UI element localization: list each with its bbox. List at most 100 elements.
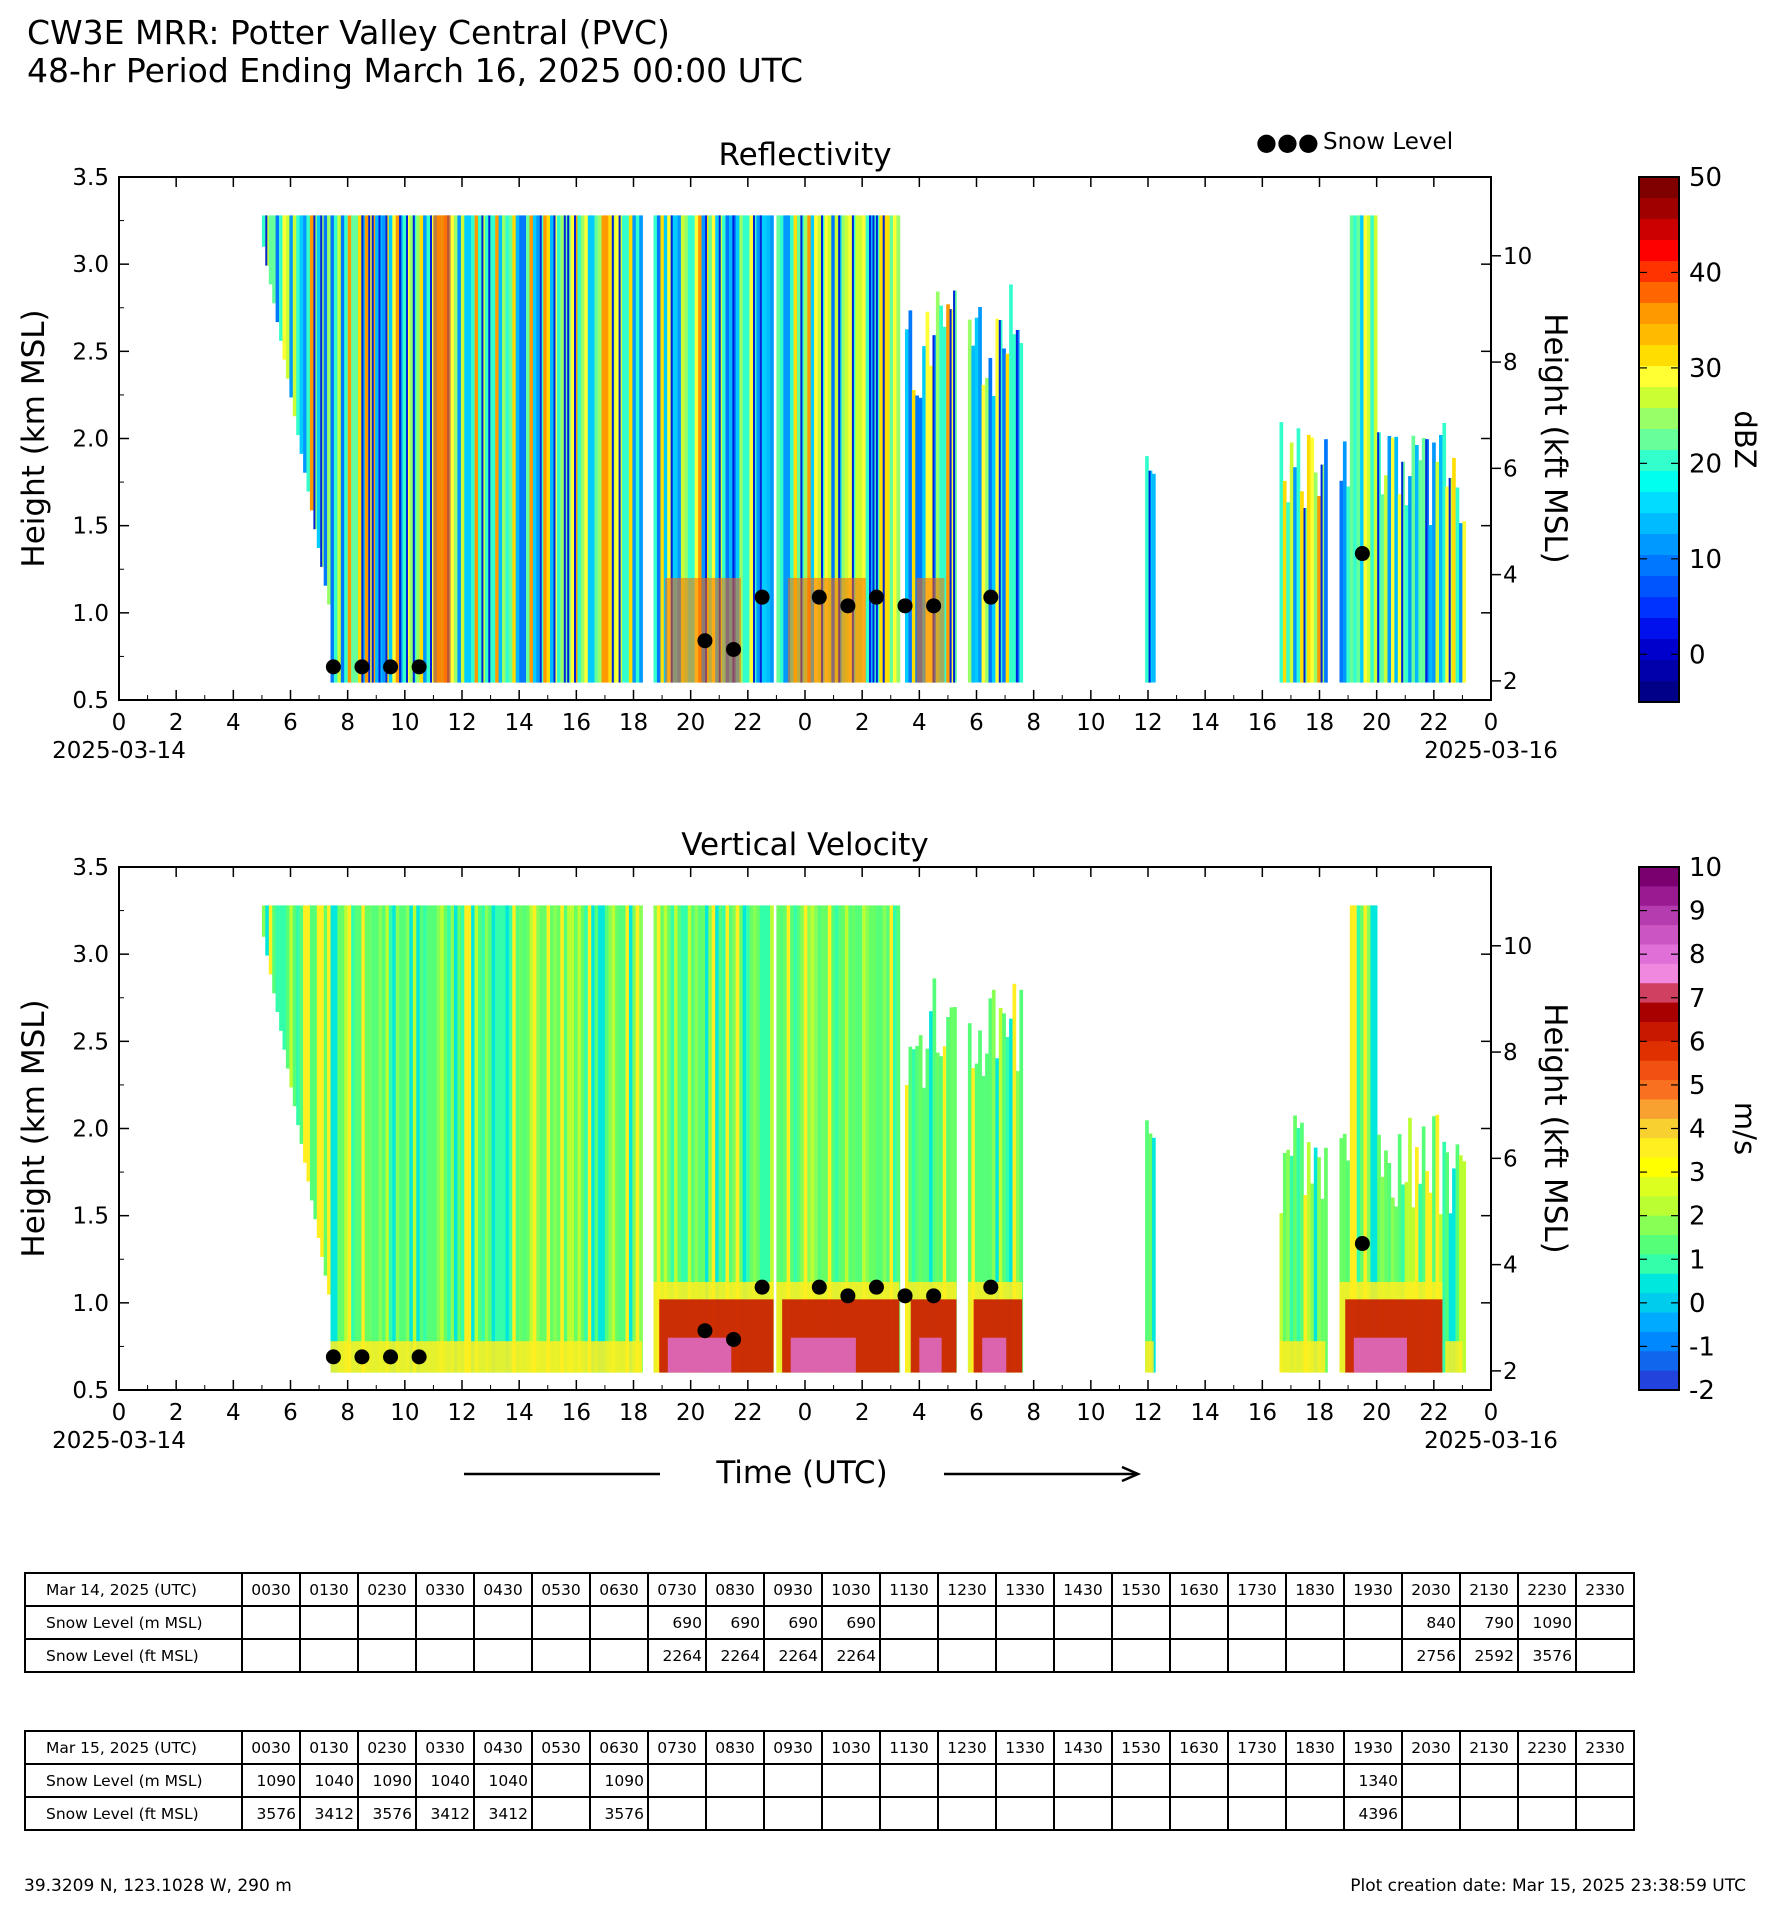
- velocity-echo-stripe: [858, 905, 863, 1373]
- x-tick-label: 6: [969, 1400, 984, 1426]
- velocity-echo-stripe: [653, 905, 658, 1373]
- velocity-echo-stripe: [279, 905, 283, 1031]
- reflectivity-echo-stripe: [1415, 445, 1419, 683]
- velocity-echo-stripe: [1387, 1163, 1392, 1373]
- velocity-echo-stripe: [763, 905, 767, 1373]
- table-cell: [415, 1638, 475, 1673]
- reflectivity-echo-stripe: [865, 215, 870, 683]
- reflectivity-echo-stripe: [680, 215, 685, 683]
- x-tick-label: 2: [169, 1400, 184, 1426]
- reflectivity-edge-stripe: [875, 215, 878, 683]
- x-tick-label: 22: [1419, 1400, 1448, 1426]
- velocity-echo-stripe: [436, 905, 441, 1373]
- table-cell: 0630: [589, 1572, 649, 1607]
- snow-level-point: [325, 1349, 341, 1365]
- snow-level-point: [383, 659, 399, 675]
- velocity-echo-stripe: [306, 905, 311, 1182]
- velocity-echo-stripe: [1019, 989, 1024, 1373]
- reflectivity-echo-stripe: [502, 215, 506, 683]
- velocity-echo-stripe: [450, 905, 455, 1373]
- reflectivity-echo-stripe: [604, 215, 609, 683]
- velocity-colorbar-segment: [1639, 1118, 1679, 1139]
- snow-level-m-row: Snow Level (m MSL) 1090 1040 1090 1040 1040 10…: [24, 1763, 1635, 1798]
- reflectivity-colorbar-segment: [1639, 618, 1679, 640]
- table-cell: [821, 1763, 881, 1798]
- table-cell: 1030: [821, 1572, 881, 1607]
- reflectivity-echo-stripe: [532, 215, 537, 683]
- table-cell: 1430: [1053, 1572, 1113, 1607]
- reflectivity-colorbar-segment: [1639, 429, 1679, 451]
- velocity-echo-stripe: [412, 905, 417, 1373]
- velocity-echo-stripe: [556, 905, 561, 1373]
- velocity-colorbar-segment: [1639, 1157, 1679, 1178]
- velocity-colorbar-segment: [1639, 925, 1679, 946]
- reflectivity-echo-stripe: [639, 215, 643, 683]
- table-row-label: Snow Level (m MSL): [24, 1605, 243, 1640]
- reflectivity-echo-stripe: [1306, 434, 1311, 683]
- table-cell: 3576: [357, 1796, 417, 1831]
- table-cell: [357, 1638, 417, 1673]
- reflectivity-echo-stripe: [663, 215, 668, 683]
- velocity-max-band: [919, 1337, 942, 1373]
- velocity-echo-stripe: [351, 905, 355, 1373]
- velocity-echo-stripe: [1408, 1117, 1412, 1373]
- velocity-echo-stripe: [677, 905, 682, 1373]
- snow-level-point: [754, 589, 770, 605]
- velocity-title: Vertical Velocity: [681, 827, 929, 863]
- colorbar-tick-label: 6: [1689, 1027, 1706, 1057]
- reflectivity-edge-stripe: [412, 215, 415, 683]
- colorbar-tick-label: -2: [1689, 1376, 1715, 1406]
- reflectivity-echo-stripe: [908, 310, 913, 683]
- snow-level-point: [697, 633, 713, 649]
- velocity-echo-stripe: [879, 905, 883, 1373]
- velocity-echo-stripe: [361, 905, 366, 1373]
- velocity-echo-stripe: [770, 905, 774, 1373]
- velocity-echo-stripe: [275, 905, 280, 1013]
- velocity-echo-stripe: [289, 905, 294, 1088]
- table-cell: 690: [821, 1605, 881, 1640]
- table-cell: [241, 1605, 301, 1640]
- reflectivity-echo-stripe: [594, 215, 599, 683]
- velocity-colorbar-segment: [1639, 1273, 1679, 1294]
- table-cell: 3412: [299, 1796, 359, 1831]
- x-tick-label: 18: [1305, 1400, 1334, 1426]
- table-cell: [1517, 1763, 1577, 1798]
- colorbar-tick-label: 30: [1689, 354, 1722, 384]
- table-cell: 1040: [473, 1763, 533, 1798]
- table-cell: 0230: [357, 1572, 417, 1607]
- arrow-right-icon: [1121, 1465, 1142, 1483]
- velocity-echo-stripe: [409, 905, 414, 1373]
- reflectivity-echo-stripe: [922, 346, 926, 683]
- reflectivity-echo-stripe: [508, 215, 513, 683]
- table-cell: 840: [1401, 1605, 1461, 1640]
- velocity-echo-stripe: [333, 905, 338, 1373]
- velocity-echo-stripe: [800, 905, 805, 1373]
- reflectivity-echo-stripe: [814, 215, 818, 683]
- reflectivity-colorbar-segment: [1639, 555, 1679, 577]
- x-tick-label: 18: [1305, 710, 1334, 736]
- table-cell: [415, 1605, 475, 1640]
- colorbar-tick-label: 0: [1689, 640, 1706, 670]
- velocity-echo-stripe: [1435, 1114, 1440, 1373]
- reflectivity-edge-stripe: [1448, 478, 1451, 683]
- x-tick-label: 8: [340, 710, 355, 736]
- reflectivity-echo-stripe: [460, 215, 465, 683]
- reflectivity-echo-stripe: [739, 215, 743, 683]
- velocity-echo-stripe: [316, 905, 321, 1238]
- reflectivity-echo-stripe: [834, 215, 839, 683]
- x-tick-label: 14: [505, 710, 534, 736]
- y-tick-label: 2.0: [72, 1117, 109, 1143]
- reflectivity-core: [916, 577, 945, 683]
- velocity-colorbar-segment: [1639, 867, 1679, 887]
- table-cell: [763, 1796, 823, 1831]
- velocity-echo-stripe: [1366, 905, 1371, 1373]
- reflectivity-echo-stripe: [974, 317, 979, 683]
- velocity-echo-stripe: [402, 905, 407, 1373]
- velocity-colorbar-segment: [1639, 1099, 1679, 1120]
- velocity-echo-stripe: [536, 905, 540, 1373]
- velocity-echo-stripe: [667, 905, 671, 1373]
- velocity-echo-stripe: [382, 905, 386, 1373]
- reflectivity-echo-stripe: [467, 215, 472, 683]
- velocity-echo-stripe: [838, 905, 842, 1373]
- reflectivity-edge-stripe: [313, 215, 316, 530]
